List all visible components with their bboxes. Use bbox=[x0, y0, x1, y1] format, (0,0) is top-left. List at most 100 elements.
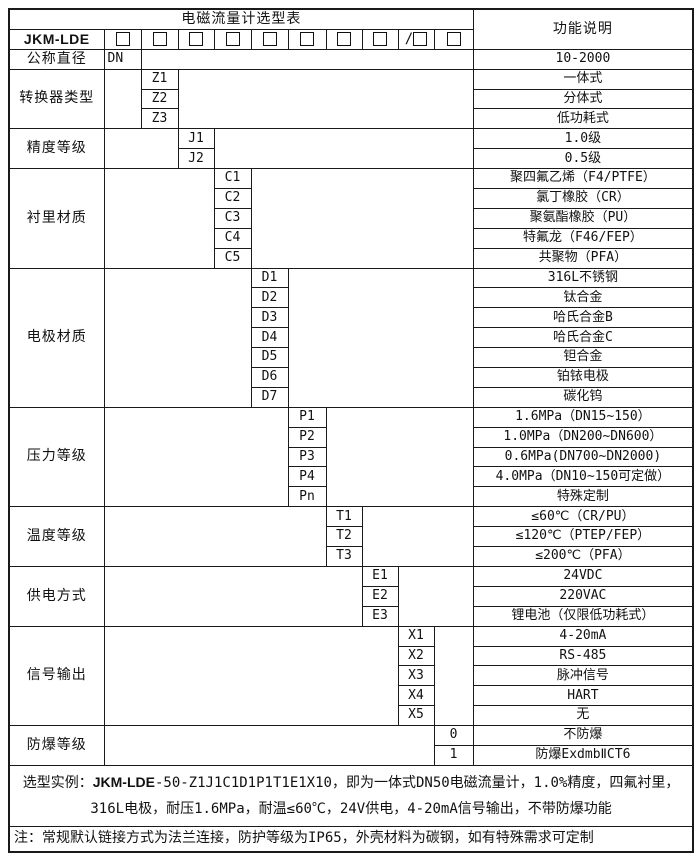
table-row: 供电方式 E1 24VDC bbox=[8, 565, 694, 627]
desc-cell: ≤120℃（PTEP/FEP） bbox=[472, 526, 694, 548]
code-cell: X4 bbox=[397, 685, 435, 707]
desc-cell: RS-485 bbox=[472, 645, 694, 667]
code-cell: T1 bbox=[325, 506, 363, 528]
category-temperature-rating: 温度等级 bbox=[8, 506, 105, 567]
desc-cell: 0.5级 bbox=[472, 148, 694, 170]
table-row: P4 4.0MPa（DN10~150可定做） bbox=[9, 466, 694, 488]
code-cell: C1 bbox=[213, 168, 252, 190]
desc-cell: 特殊定制 bbox=[472, 486, 694, 508]
spacer-cell bbox=[103, 565, 363, 627]
table-row: 精度等级 J1 1.0级 bbox=[8, 128, 694, 170]
spacer-cell bbox=[361, 506, 474, 567]
checkbox-icon[interactable] bbox=[262, 32, 277, 47]
table-row: 温度等级 T1 ≤60℃（CR/PU） bbox=[8, 506, 694, 567]
checkbox-icon[interactable] bbox=[337, 32, 351, 47]
spacer-cell bbox=[287, 267, 474, 408]
desc-cell: 钽合金 bbox=[472, 347, 694, 369]
spacer-cell bbox=[140, 48, 474, 70]
code-cell: X3 bbox=[397, 665, 435, 687]
category-pressure-rating: 压力等级 bbox=[8, 406, 105, 508]
code-cell: E3 bbox=[361, 605, 399, 627]
desc-cell: 聚四氟乙烯（F4/PTFE） bbox=[472, 168, 694, 190]
desc-cell: 0.6MPa(DN700~DN2000) bbox=[472, 446, 694, 468]
code-cell: Z3 bbox=[140, 108, 179, 130]
checkbox-icon[interactable] bbox=[413, 32, 428, 47]
slash-separator: / bbox=[404, 30, 414, 47]
table-row: 信号输出 X1 4-20mA bbox=[8, 625, 694, 727]
desc-cell: 316L不锈钢 bbox=[472, 267, 694, 289]
model-code-box bbox=[361, 28, 399, 50]
code-cell: D2 bbox=[250, 287, 289, 309]
code-cell: D7 bbox=[250, 386, 289, 408]
code-cell: C2 bbox=[213, 188, 252, 209]
spacer-cell bbox=[397, 565, 474, 627]
model-code-box bbox=[433, 28, 474, 50]
checkbox-icon[interactable] bbox=[115, 32, 130, 47]
example-rest: -50-Z1J1C1D1P1T1E1X10，即为一体式DN50电磁流量计，1.0… bbox=[90, 775, 680, 818]
spacer-cell bbox=[433, 625, 474, 727]
spacer-cell bbox=[103, 128, 179, 170]
model-code-row: JKM-LDE / bbox=[8, 28, 693, 50]
desc-cell: 分体式 bbox=[472, 88, 694, 110]
model-code-box bbox=[250, 28, 289, 50]
desc-cell: 哈氏合金C bbox=[472, 327, 694, 349]
checkbox-icon[interactable] bbox=[300, 32, 314, 47]
desc-cell: 脉冲信号 bbox=[472, 665, 694, 687]
checkbox-icon[interactable] bbox=[225, 32, 240, 47]
checkbox-icon[interactable] bbox=[373, 32, 387, 47]
desc-cell: ≤60℃（CR/PU） bbox=[472, 506, 694, 528]
code-cell: DN bbox=[103, 48, 142, 70]
code-cell: X1 bbox=[397, 625, 435, 647]
category-converter-type: 转换器类型 bbox=[8, 68, 105, 130]
desc-cell: 24VDC bbox=[472, 565, 694, 587]
desc-cell: 碳化钨 bbox=[472, 386, 694, 408]
category-electrode-material: 电极材质 bbox=[8, 267, 105, 408]
spacer-cell bbox=[103, 68, 142, 130]
category-lining-material: 衬里材质 bbox=[8, 168, 105, 269]
code-cell: D3 bbox=[250, 307, 289, 329]
table-row: J2 0.5级 bbox=[9, 148, 694, 170]
code-cell: J2 bbox=[177, 148, 215, 170]
table-row: C2 氯丁橡胶（CR） bbox=[9, 188, 694, 209]
desc-cell: 锂电池（仅限低功耗式） bbox=[472, 605, 694, 627]
checkbox-icon[interactable] bbox=[446, 32, 461, 47]
desc-cell: 无 bbox=[472, 705, 694, 727]
example-prefix: 选型实例： bbox=[22, 775, 93, 792]
code-cell: Z2 bbox=[140, 88, 179, 110]
code-cell: Z1 bbox=[140, 68, 179, 90]
note-row: 注：常规默认链接方式为法兰连接，防护等级为IP65，外壳材料为碳钢，如有特殊需求… bbox=[8, 825, 694, 853]
example-row: 选型实例：JKM-LDE-50-Z1J1C1D1P1T1E1X10，即为一体式D… bbox=[8, 764, 694, 827]
table-row: E3 锂电池（仅限低功耗式） bbox=[9, 605, 694, 627]
checkbox-icon[interactable] bbox=[189, 32, 203, 47]
desc-cell: 低功耗式 bbox=[472, 108, 694, 130]
table-row: 压力等级 P1 1.6MPa（DN15~150） bbox=[8, 406, 694, 508]
table-row: P3 0.6MPa(DN700~DN2000) bbox=[9, 446, 694, 468]
category-explosion-proof: 防爆等级 bbox=[8, 725, 105, 766]
desc-cell: 1.6MPa（DN15~150） bbox=[472, 406, 694, 428]
table-row: 防爆等级 0 不防爆 bbox=[8, 725, 694, 766]
desc-cell: 特氟龙（F46/FEP） bbox=[472, 227, 694, 249]
desc-cell: 1.0MPa（DN200~DN600） bbox=[472, 426, 694, 448]
note: 注：常规默认链接方式为法兰连接，防护等级为IP65，外壳材料为碳钢，如有特殊需求… bbox=[8, 825, 694, 853]
code-cell: D6 bbox=[250, 367, 289, 388]
table-row: X3 脉冲信号 bbox=[9, 665, 694, 687]
spacer-cell bbox=[103, 406, 289, 508]
code-cell: J1 bbox=[177, 128, 215, 150]
code-cell: 1 bbox=[433, 744, 474, 766]
selection-example: 选型实例：JKM-LDE-50-Z1J1C1D1P1T1E1X10，即为一体式D… bbox=[8, 764, 694, 827]
selection-table: 电磁流量计选型表 功能说明 JKM-LDE / 公称直径 DN 10-2000 … bbox=[8, 8, 695, 853]
table-row: P2 1.0MPa（DN200~DN600） bbox=[9, 426, 694, 448]
code-cell: X2 bbox=[397, 645, 435, 667]
desc-cell: 1.0级 bbox=[472, 128, 694, 150]
spacer-cell bbox=[325, 406, 474, 508]
code-cell: D4 bbox=[250, 327, 289, 349]
code-cell: 0 bbox=[433, 725, 474, 746]
dn-row: 公称直径 DN 10-2000 bbox=[8, 48, 694, 70]
table-row: C5 共聚物（PFA） bbox=[9, 247, 694, 269]
desc-cell: 防爆ExdmbⅡCT6 bbox=[472, 744, 694, 766]
checkbox-icon[interactable] bbox=[152, 32, 167, 47]
code-cell: D5 bbox=[250, 347, 289, 369]
code-cell: P2 bbox=[287, 426, 327, 448]
spacer-cell bbox=[103, 506, 327, 567]
model-code-box: / bbox=[397, 28, 435, 50]
